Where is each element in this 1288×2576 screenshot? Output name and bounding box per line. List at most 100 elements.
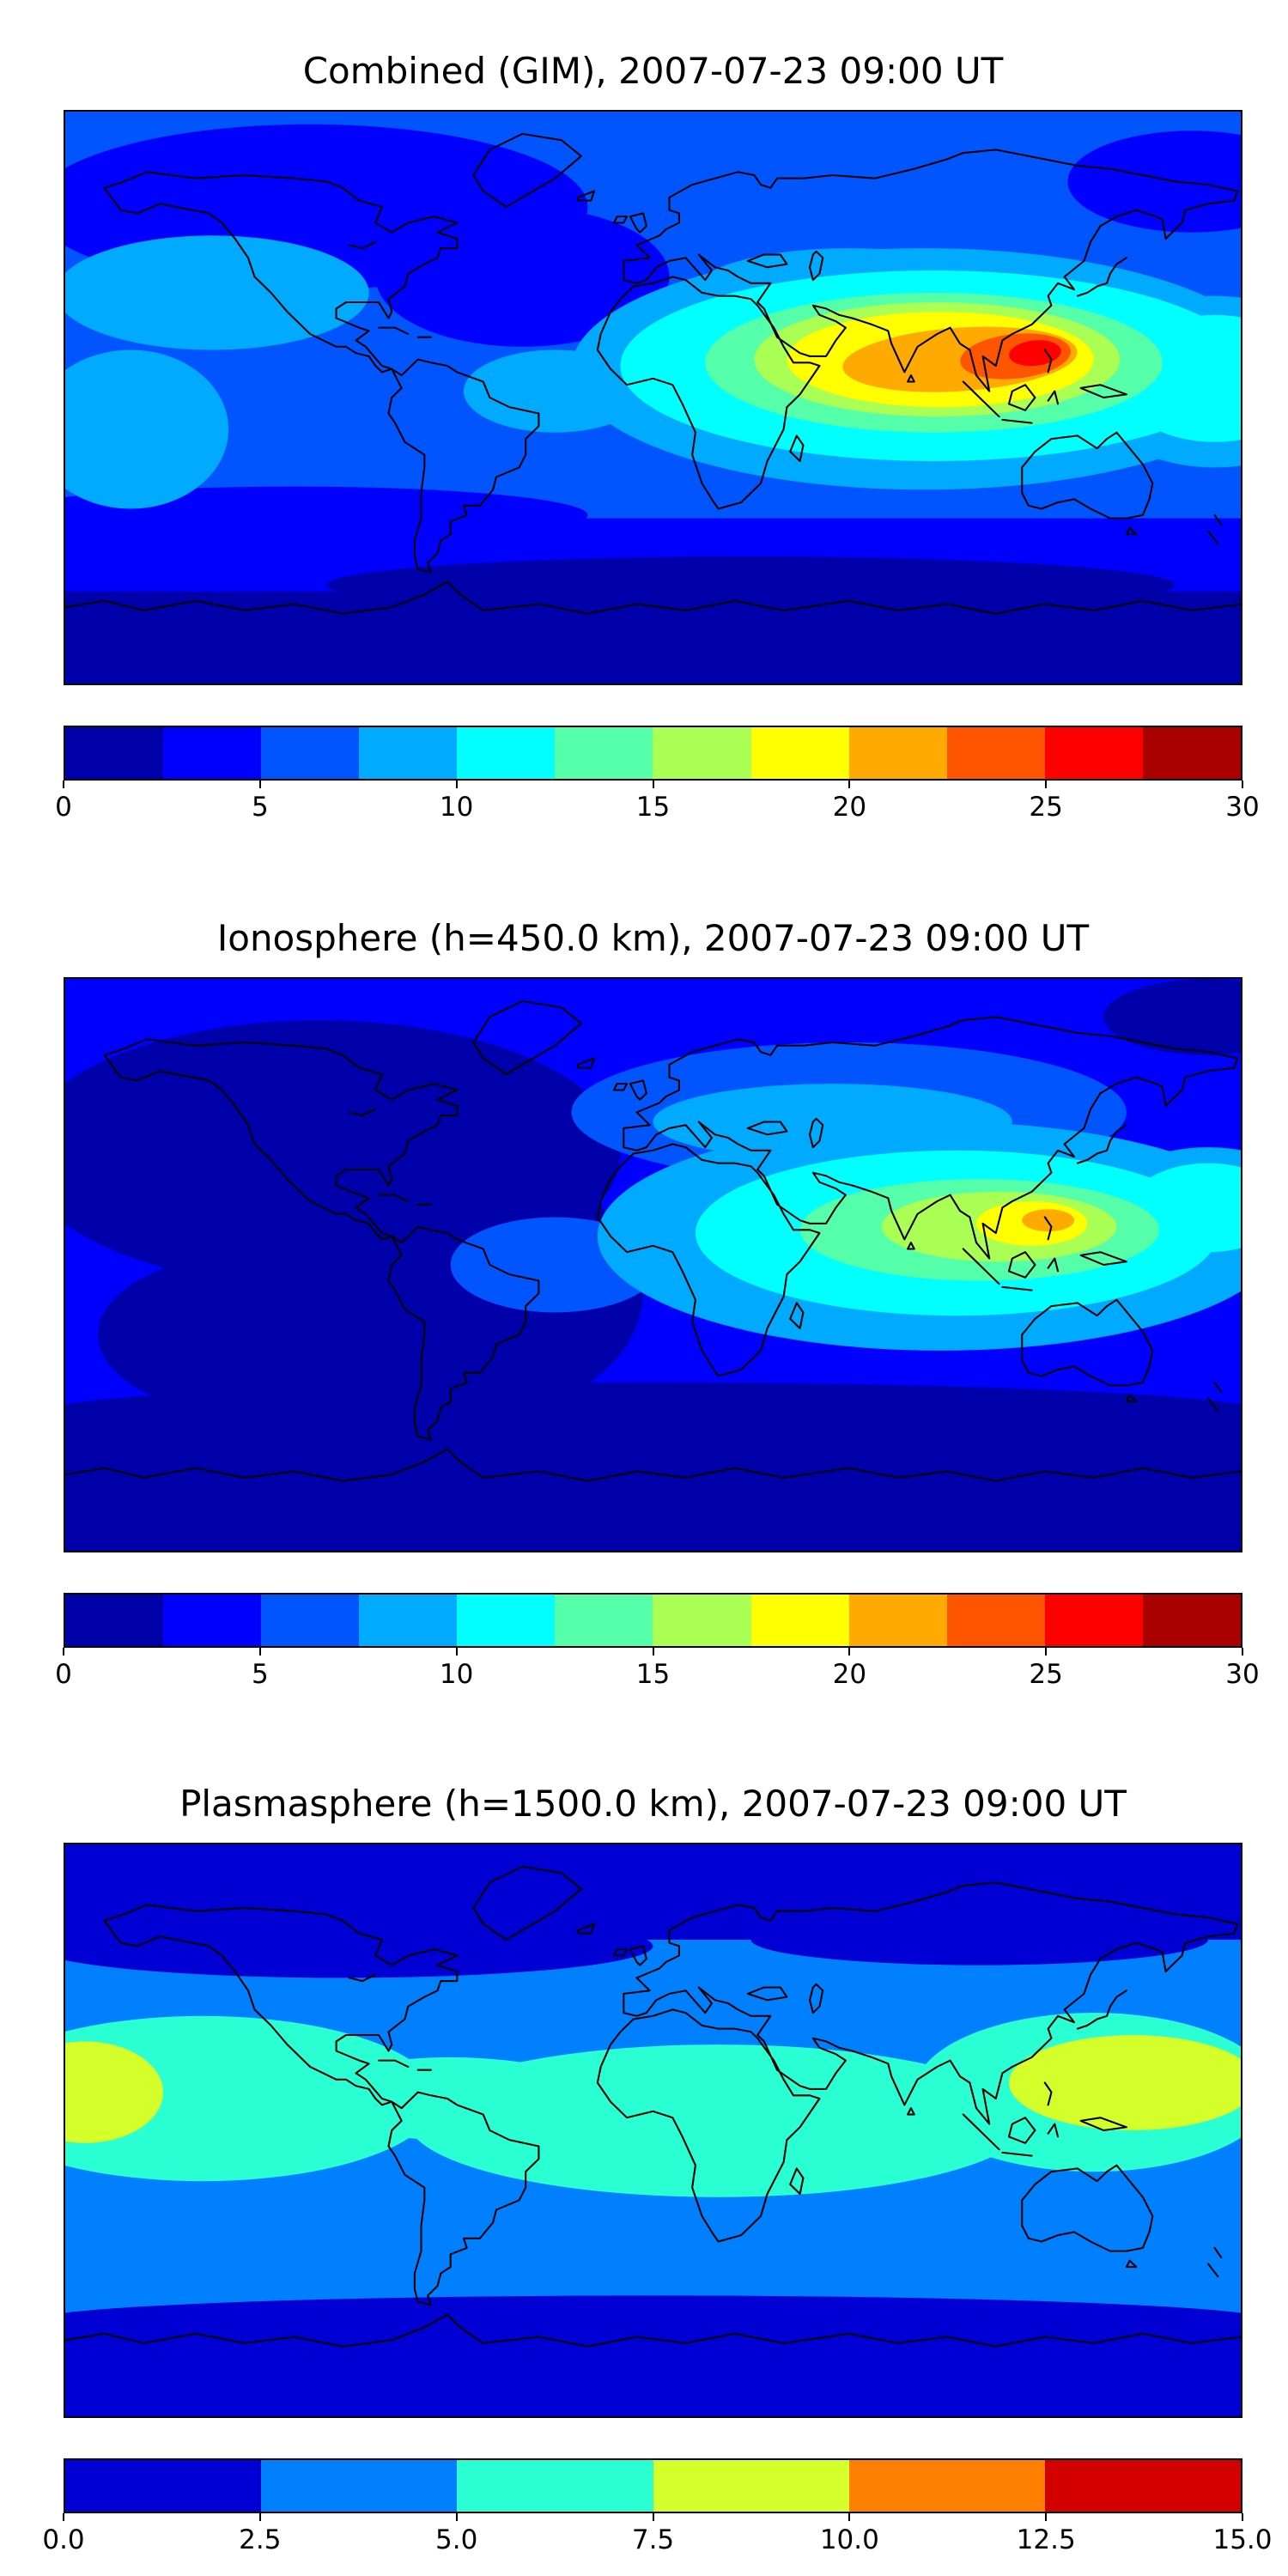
colorbar-segment	[555, 727, 653, 779]
colorbar-segment	[65, 2460, 262, 2512]
colorbar-tick-mark	[63, 1648, 64, 1656]
panel-ionosphere: Ionosphere (h=450.0 km), 2007-07-23 09:0…	[0, 867, 1288, 1730]
contour-field	[65, 112, 1241, 683]
colorbar-segment	[261, 727, 360, 779]
coastlines	[65, 999, 1241, 1482]
colorbar-segment	[1044, 727, 1143, 779]
colorbar-gradient	[64, 726, 1242, 781]
colorbar-tick-label: 15	[635, 792, 671, 823]
colorbar-tick-label: 20	[832, 1659, 867, 1690]
colorbar-combined: 0 5 10 15 20 25 30	[55, 726, 1260, 823]
colorbar-tick-mark	[1242, 1648, 1243, 1656]
colorbar-segment	[1142, 727, 1241, 779]
colorbar-segment	[65, 727, 164, 779]
colorbar-tick-label: 30	[1225, 792, 1260, 823]
colorbar-gradient	[64, 1593, 1242, 1648]
colorbar-tick-label: 7.5	[631, 2524, 675, 2555]
colorbar-tick-mark	[63, 2513, 64, 2521]
colorbar-segment	[848, 2460, 1045, 2512]
colorbar-tick-mark	[258, 781, 261, 788]
colorbar-segment	[1044, 2460, 1242, 2512]
contour-map-ionosphere	[65, 979, 1241, 1551]
panel-title-combined: Combined (GIM), 2007-07-23 09:00 UT	[302, 50, 1004, 92]
colorbar-gradient	[64, 2458, 1242, 2513]
colorbar-tick-mark	[652, 1648, 654, 1656]
colorbar-tick-mark	[848, 1648, 851, 1656]
colorbar-segment	[261, 1595, 360, 1646]
colorbar-tick-label: 2.5	[239, 2524, 282, 2555]
colorbar-tick-label: 30	[1225, 1659, 1260, 1690]
colorbar-tick-mark	[848, 2513, 851, 2521]
contour-map-plasmasphere	[65, 1844, 1241, 2416]
colorbar-segment	[261, 2460, 458, 2512]
colorbar-segment	[946, 1595, 1045, 1646]
world-map-ionosphere	[64, 977, 1242, 1552]
panel-title-plasmasphere: Plasmasphere (h=1500.0 km), 2007-07-23 0…	[179, 1783, 1127, 1825]
colorbar-segment	[1142, 1595, 1241, 1646]
coastlines	[65, 1865, 1241, 2348]
colorbar-segment	[848, 1595, 947, 1646]
colorbar-segment	[457, 1595, 556, 1646]
colorbar-tick-label: 12.5	[1016, 2524, 1076, 2555]
colorbar-segment	[750, 1595, 849, 1646]
colorbar-tick-label: 25	[1029, 1659, 1063, 1690]
colorbar-segment	[555, 1595, 653, 1646]
colorbar-tick-label: 0.0	[42, 2524, 85, 2555]
colorbar-segment	[653, 1595, 751, 1646]
colorbar-tick-mark	[455, 1648, 458, 1656]
colorbar-tick-mark	[848, 781, 851, 788]
colorbar-segment	[65, 1595, 164, 1646]
colorbar-segment	[163, 727, 262, 779]
world-map-plasmasphere	[64, 1843, 1242, 2418]
colorbar-tick-mark	[1242, 2513, 1243, 2521]
panel-combined: Combined (GIM), 2007-07-23 09:00 UT 0 5 10…	[0, 0, 1288, 863]
colorbar-tick-mark	[1045, 781, 1048, 788]
colorbar-tick-mark	[1045, 2513, 1048, 2521]
colorbar-tick-label: 15	[635, 1659, 671, 1690]
panel-plasmasphere: Plasmasphere (h=1500.0 km), 2007-07-23 0…	[0, 1733, 1288, 2576]
colorbar-tick-label: 5	[251, 792, 269, 823]
contour-field	[65, 979, 1241, 1551]
colorbar-tick-row: 0 5 10 15 20 25 30	[55, 1648, 1260, 1708]
colorbar-tick-mark	[455, 2513, 458, 2521]
colorbar-tick-row: 0 5 10 15 20 25 30	[55, 781, 1260, 841]
colorbar-tick-mark	[1045, 1648, 1048, 1656]
colorbar-segment	[359, 727, 458, 779]
colorbar-tick-label: 10	[439, 1659, 474, 1690]
colorbar-tick-label: 5.0	[435, 2524, 478, 2555]
colorbar-plasmasphere: 0.0 2.5 5.0 7.5 10.0 12.5 15.0	[42, 2458, 1273, 2555]
colorbar-tick-label: 10.0	[819, 2524, 879, 2555]
colorbar-tick-mark	[258, 2513, 261, 2521]
colorbar-segment	[457, 727, 556, 779]
colorbar-tick-label: 25	[1029, 792, 1063, 823]
contour-field	[65, 1844, 1241, 2416]
colorbar-tick-label: 20	[832, 792, 867, 823]
colorbar-segment	[359, 1595, 458, 1646]
colorbar-tick-label: 5	[251, 1659, 269, 1690]
colorbar-tick-mark	[455, 781, 458, 788]
colorbar-tick-label: 15.0	[1212, 2524, 1273, 2555]
contour-map-combined	[65, 112, 1241, 683]
colorbar-tick-mark	[1242, 781, 1243, 788]
colorbar-segment	[457, 2460, 653, 2512]
colorbar-segment	[848, 727, 947, 779]
colorbar-segment	[653, 727, 751, 779]
colorbar-segment	[163, 1595, 262, 1646]
colorbar-tick-mark	[258, 1648, 261, 1656]
colorbar-segment	[946, 727, 1045, 779]
coastlines	[65, 132, 1241, 615]
colorbar-segment	[653, 2460, 849, 2512]
colorbar-tick-label: 0	[55, 1659, 72, 1690]
colorbar-ionosphere: 0 5 10 15 20 25 30	[55, 1593, 1260, 1690]
colorbar-tick-label: 0	[55, 792, 72, 823]
colorbar-tick-mark	[652, 2513, 654, 2521]
panel-title-ionosphere: Ionosphere (h=450.0 km), 2007-07-23 09:0…	[216, 917, 1090, 959]
colorbar-tick-row: 0.0 2.5 5.0 7.5 10.0 12.5 15.0	[42, 2513, 1273, 2573]
world-map-combined	[64, 110, 1242, 685]
colorbar-tick-mark	[652, 781, 654, 788]
colorbar-segment	[750, 727, 849, 779]
colorbar-tick-label: 10	[439, 792, 474, 823]
colorbar-segment	[1044, 1595, 1143, 1646]
colorbar-tick-mark	[63, 781, 64, 788]
